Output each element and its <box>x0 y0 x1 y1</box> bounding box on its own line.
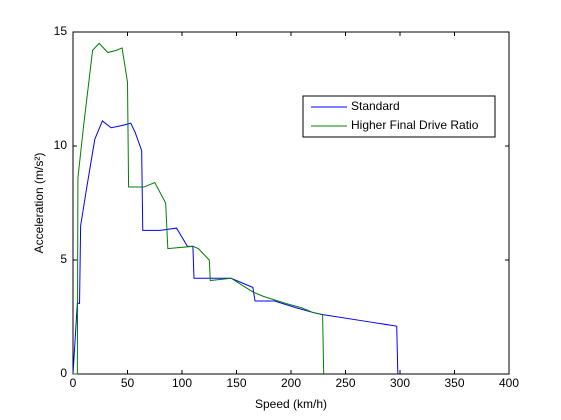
legend-label: Higher Final Drive Ratio <box>351 118 479 132</box>
x-tick-label: 100 <box>172 376 192 390</box>
x-tick-label: 0 <box>70 376 77 390</box>
y-tick-label: 5 <box>60 252 67 266</box>
x-axis-label: Speed (km/h) <box>255 397 327 411</box>
y-tick-label: 0 <box>60 366 67 380</box>
y-tick-label: 10 <box>54 138 68 152</box>
x-tick-label: 350 <box>444 376 464 390</box>
x-tick-label: 150 <box>226 376 246 390</box>
series-line <box>73 42 325 375</box>
x-tick-label: 200 <box>281 376 301 390</box>
axes-box <box>72 31 510 375</box>
y-axis-label: Acceleration (m/s²) <box>32 153 46 254</box>
x-tick-label: 50 <box>121 376 135 390</box>
y-tick-label: 15 <box>54 24 68 38</box>
series-line <box>72 120 399 375</box>
legend-box <box>302 95 496 138</box>
legend-label: Standard <box>351 99 400 113</box>
x-tick-label: 400 <box>499 376 519 390</box>
x-tick-label: 250 <box>335 376 355 390</box>
x-tick-label: 300 <box>390 376 410 390</box>
